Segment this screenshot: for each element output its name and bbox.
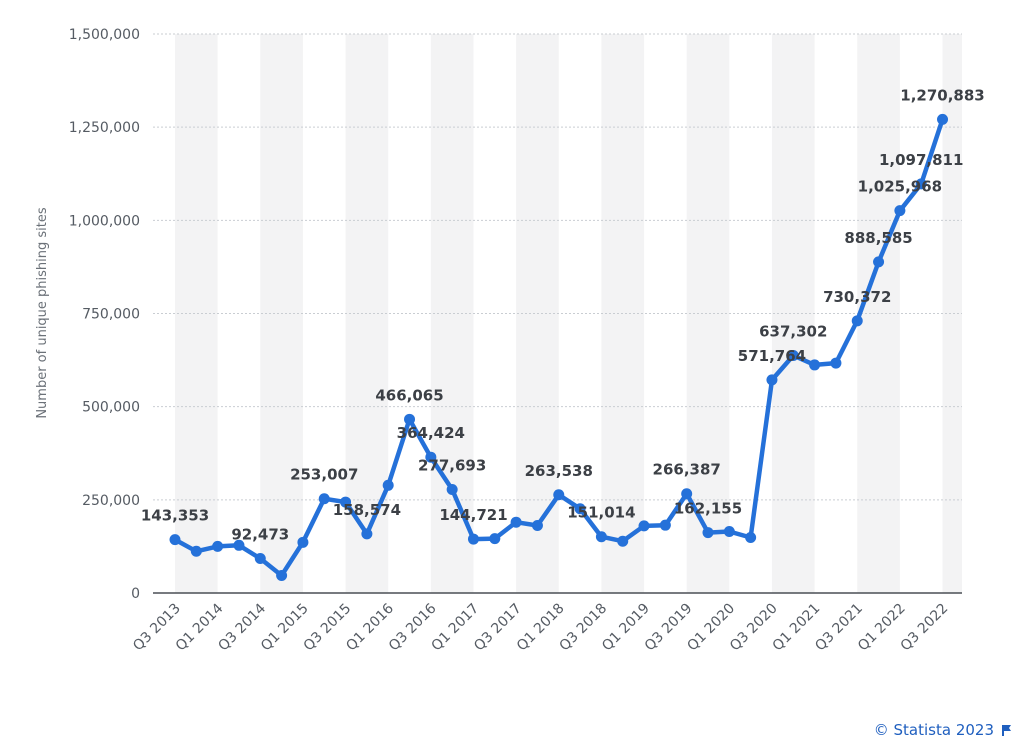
data-label: 162,155 [674,500,742,518]
data-point [638,520,650,532]
data-point [254,553,266,565]
y-tick-label: 750,000 [82,307,140,323]
data-label: 277,693 [418,457,486,475]
data-label: 253,007 [290,466,358,484]
data-label: 151,014 [567,504,635,522]
data-point [915,178,927,190]
y-tick-label: 250,000 [82,493,140,509]
data-point [382,479,394,491]
data-point [467,533,479,545]
data-point [233,539,245,551]
data-label: 364,424 [397,424,465,442]
credit-text: © Statista 2023 [873,721,994,739]
y-tick-label: 500,000 [82,400,140,416]
data-point [787,349,799,361]
y-axis-label: Number of unique phishing sites [35,207,50,419]
y-tick-label: 1,500,000 [69,27,140,43]
flag-icon [1002,725,1011,736]
y-tick-label: 1,250,000 [69,120,140,136]
data-point [212,540,224,552]
data-point [489,533,501,545]
data-point [894,205,906,217]
data-point [361,528,373,540]
data-point [873,256,885,268]
data-point [276,569,288,581]
band [942,34,962,593]
data-point [766,374,778,386]
data-point [937,113,949,125]
data-points [169,113,949,581]
data-point [404,413,416,425]
data-point [425,451,437,463]
data-point [340,496,352,508]
data-point [553,489,565,501]
data-label: 571,764 [738,347,806,365]
data-label: 1,270,883 [900,86,984,104]
data-label: 263,538 [525,462,593,480]
y-tick-label: 0 [131,586,140,602]
data-label: 143,353 [141,507,209,525]
data-point [809,359,821,371]
data-labels: 143,353 92,473 253,007 158,574 466,065 364,42… [141,86,985,543]
data-point [190,545,202,557]
data-point [297,536,309,548]
data-point [659,519,671,531]
data-label: 888,585 [844,229,912,247]
data-point [531,520,543,532]
data-point [723,526,735,538]
x-tick-label: Q3 2022 [898,601,952,655]
data-point [318,493,330,505]
y-tick-label: 1,000,000 [69,213,140,229]
data-label: 1,097,811 [879,151,963,169]
data-label: 144,721 [439,506,507,524]
data-label: 92,473 [231,526,289,544]
data-label: 466,065 [375,386,443,404]
data-label: 730,372 [823,288,891,306]
data-point [702,527,714,539]
y-axis-ticks: 0 250,000 500,000 750,000 1,000,000 1,250,000… [69,27,140,602]
statista-credit[interactable]: © Statista 2023 [874,721,1012,739]
data-label: 1,025,968 [858,178,942,196]
data-point [595,531,607,543]
data-point [681,488,693,500]
data-point [574,503,586,515]
data-point [510,516,522,528]
data-point [617,535,629,547]
data-label: 637,302 [759,322,827,340]
data-label: 266,387 [653,461,721,479]
data-point [169,534,181,546]
data-point [851,315,863,327]
data-point [446,484,458,496]
data-label: 158,574 [333,501,401,519]
data-point [830,357,842,369]
data-point [745,531,757,543]
